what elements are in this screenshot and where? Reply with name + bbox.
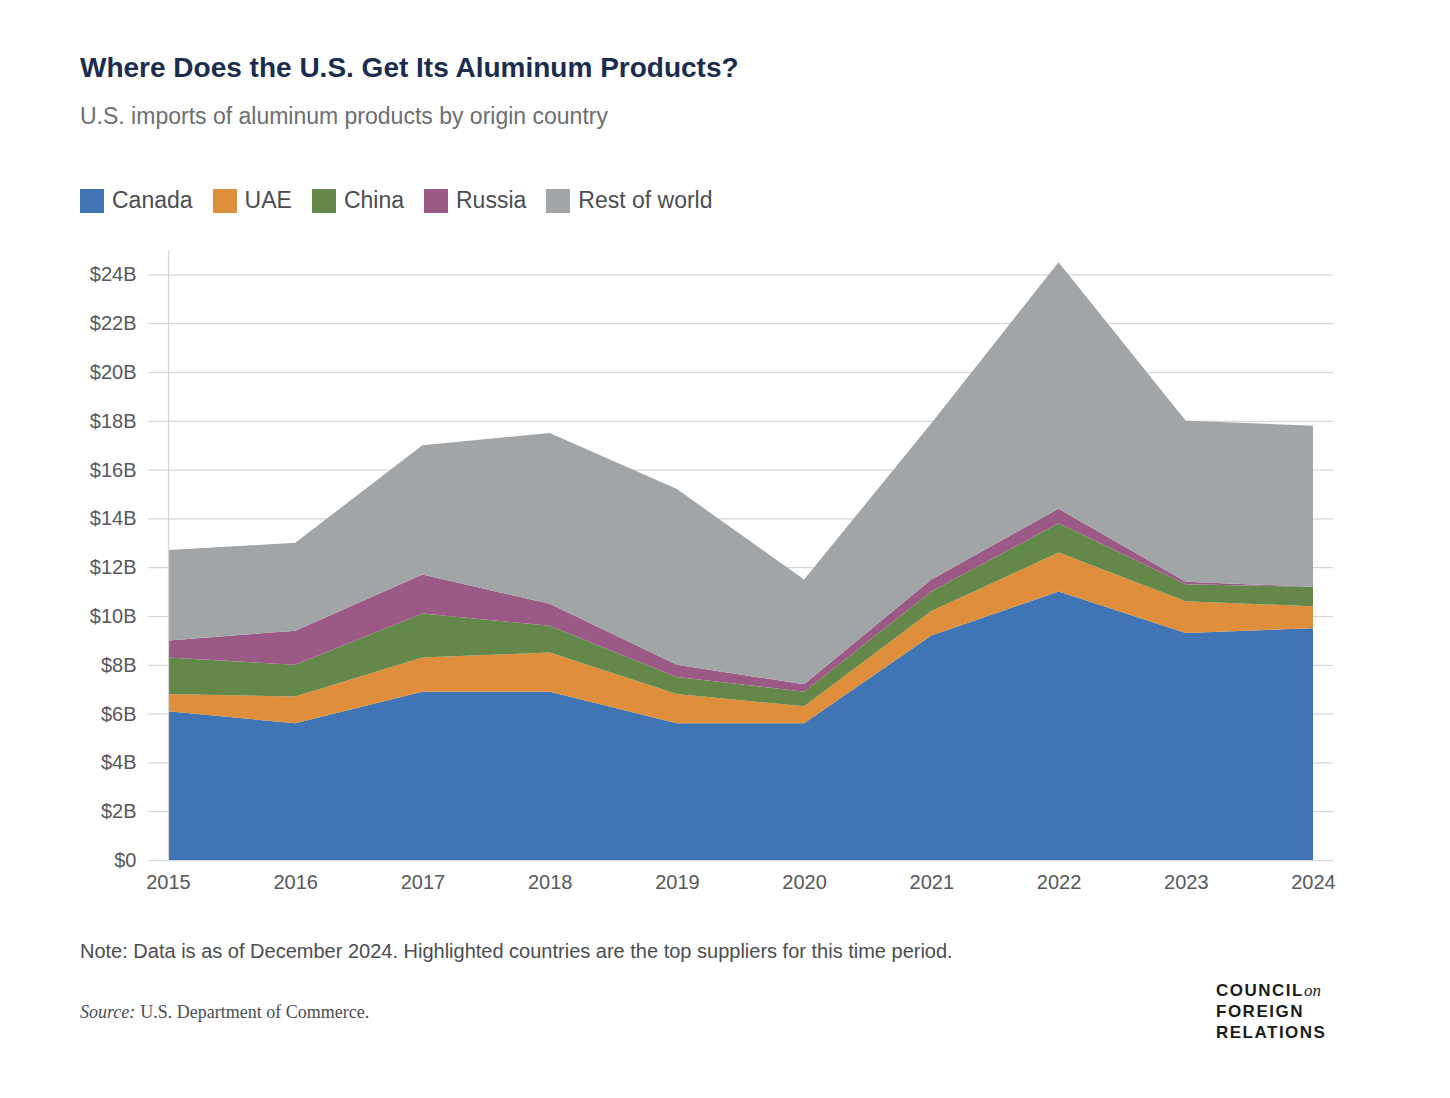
svg-text:2015: 2015	[146, 871, 191, 893]
html-text:COUNCIL on: COUNCIL on	[1216, 981, 1321, 1000]
svg-text:$18B: $18B	[90, 410, 137, 432]
svg-text:2021: 2021	[910, 871, 955, 893]
html-text:Canada: Canada	[112, 187, 193, 213]
html-text:FOREIGN: FOREIGN	[1216, 1002, 1304, 1021]
html-text:U.S. imports of aluminum produ: U.S. imports of aluminum products by ori…	[80, 103, 608, 129]
html-text:China: China	[343, 187, 404, 213]
html-text:Russia: Russia	[456, 187, 527, 213]
html-text:RELATIONS: RELATIONS	[1216, 1023, 1327, 1042]
html-text:Note: Data is as of December 2: Note: Data is as of December 2024. Highl…	[80, 940, 953, 962]
html-text:Where Does the U.S. Get Its Al: Where Does the U.S. Get Its Aluminum Pro…	[80, 52, 739, 83]
svg-text:$6B: $6B	[101, 703, 137, 725]
svg-text:2024: 2024	[1291, 871, 1336, 893]
svg-text:$2B: $2B	[101, 800, 137, 822]
svg-text:$16B: $16B	[90, 459, 137, 481]
svg-text:2016: 2016	[273, 871, 318, 893]
svg-text:$4B: $4B	[101, 751, 137, 773]
html-text:Rest of world: Rest of world	[578, 187, 713, 213]
svg-text:$10B: $10B	[90, 605, 137, 627]
svg-text:$12B: $12B	[90, 556, 137, 578]
svg-text:$0: $0	[114, 849, 136, 871]
svg-text:2020: 2020	[782, 871, 827, 893]
svg-text:$14B: $14B	[90, 507, 137, 529]
svg-text:$20B: $20B	[90, 361, 137, 383]
svg-text:$22B: $22B	[90, 312, 137, 334]
svg-text:2017: 2017	[401, 871, 446, 893]
svg-text:$24B: $24B	[90, 263, 137, 285]
svg-text:2023: 2023	[1164, 871, 1209, 893]
html-text:UAE: UAE	[244, 187, 292, 213]
html-text:Source: U.S. Department of Com: Source: U.S. Department of Commerce.	[80, 1002, 370, 1022]
svg-text:$8B: $8B	[101, 654, 137, 676]
svg-text:2019: 2019	[655, 871, 700, 893]
svg-text:2018: 2018	[528, 871, 573, 893]
svg-text:2022: 2022	[1037, 871, 1082, 893]
